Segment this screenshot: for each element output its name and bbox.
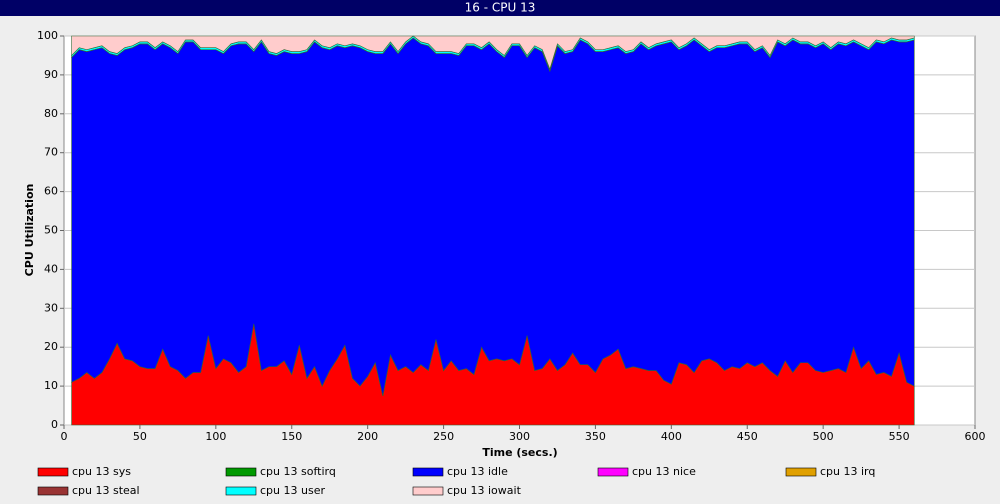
y-tick-label: 0 bbox=[51, 418, 58, 431]
area bbox=[71, 37, 915, 396]
legend-swatch bbox=[412, 467, 444, 477]
x-tick-label: 400 bbox=[661, 430, 682, 443]
y-tick-label: 20 bbox=[44, 340, 58, 353]
legend-label: cpu 13 softirq bbox=[260, 465, 336, 478]
y-tick-label: 70 bbox=[44, 146, 58, 159]
y-axis-label: CPU Utilization bbox=[23, 184, 36, 277]
area bbox=[71, 35, 915, 70]
legend-label: cpu 13 nice bbox=[632, 465, 696, 478]
x-tick-label: 500 bbox=[813, 430, 834, 443]
legend-label: cpu 13 steal bbox=[72, 484, 140, 497]
y-tick-label: 90 bbox=[44, 68, 58, 81]
legend-swatch bbox=[785, 467, 817, 477]
y-tick-label: 40 bbox=[44, 262, 58, 275]
legend-label: cpu 13 idle bbox=[447, 465, 508, 478]
x-tick-label: 150 bbox=[281, 430, 302, 443]
title-bar bbox=[0, 0, 1000, 16]
legend-swatch bbox=[225, 486, 257, 496]
x-tick-label: 600 bbox=[965, 430, 986, 443]
x-tick-label: 350 bbox=[585, 430, 606, 443]
y-tick-label: 30 bbox=[44, 301, 58, 314]
legend-swatch bbox=[37, 467, 69, 477]
x-tick-label: 550 bbox=[889, 430, 910, 443]
x-tick-label: 0 bbox=[61, 430, 68, 443]
legend-swatch bbox=[597, 467, 629, 477]
x-axis-label: Time (secs.) bbox=[482, 446, 557, 459]
legend-label: cpu 13 sys bbox=[72, 465, 131, 478]
legend-label: cpu 13 iowait bbox=[447, 484, 522, 497]
y-tick-label: 50 bbox=[44, 224, 58, 237]
x-tick-label: 300 bbox=[509, 430, 530, 443]
y-tick-label: 100 bbox=[37, 29, 58, 42]
legend-label: cpu 13 user bbox=[260, 484, 325, 497]
legend-swatch bbox=[412, 486, 444, 496]
chart-title: 16 - CPU 13 bbox=[465, 1, 536, 15]
legend-swatch bbox=[225, 467, 257, 477]
x-tick-label: 100 bbox=[205, 430, 226, 443]
y-tick-label: 60 bbox=[44, 185, 58, 198]
y-tick-label: 10 bbox=[44, 379, 58, 392]
legend-swatch bbox=[37, 486, 69, 496]
x-tick-label: 250 bbox=[433, 430, 454, 443]
x-tick-label: 50 bbox=[133, 430, 147, 443]
x-tick-label: 200 bbox=[357, 430, 378, 443]
legend-label: cpu 13 irq bbox=[820, 465, 875, 478]
x-tick-label: 450 bbox=[737, 430, 758, 443]
y-tick-label: 80 bbox=[44, 107, 58, 120]
